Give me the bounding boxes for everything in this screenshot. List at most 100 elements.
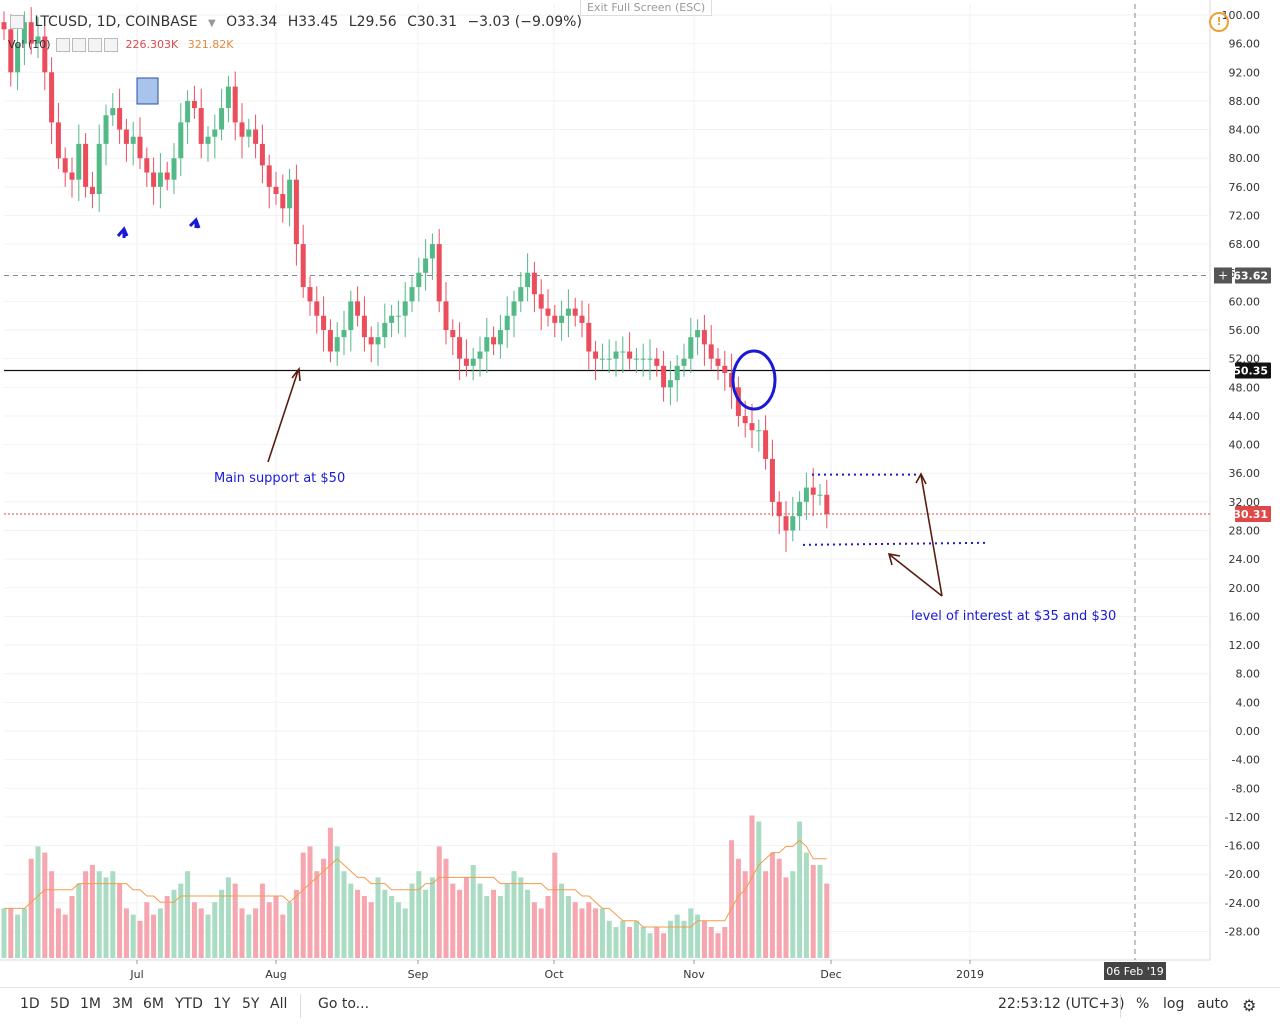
volume-bar (185, 871, 191, 958)
volume-label: Vol (10) (8, 38, 51, 51)
timeframe-5y[interactable]: 5Y (242, 996, 260, 1012)
ohlc-close: C30.31 (407, 14, 457, 30)
volume-bar (307, 846, 313, 958)
volume-bar (599, 908, 605, 958)
volume-bar (769, 852, 775, 958)
candle-body (21, 22, 27, 44)
ohlc-high: H33.45 (287, 14, 339, 30)
volume-bar (729, 840, 735, 958)
volume-bar (613, 927, 619, 958)
timeframe-1y[interactable]: 1Y (213, 996, 231, 1012)
percent-scale-button[interactable]: % (1136, 996, 1150, 1012)
y-tick-label: -20.00 (1225, 868, 1260, 881)
volume-bar (443, 858, 449, 958)
volume-bar (49, 871, 55, 958)
volume-bar (579, 908, 585, 958)
y-tick-label: 44.00 (1229, 410, 1261, 423)
volume-bar (232, 883, 238, 958)
volume-bar (504, 883, 510, 958)
settings-icon[interactable] (72, 38, 87, 52)
more-icon[interactable] (104, 38, 119, 52)
timeframe-3m[interactable]: 3M (112, 996, 133, 1012)
candle-body (824, 494, 830, 514)
y-tick-label: 4.00 (1236, 696, 1261, 709)
volume-bar (763, 871, 769, 958)
gear-icon[interactable]: ⚙ (1242, 996, 1257, 1015)
candle-body (463, 358, 469, 366)
candle-body (55, 122, 61, 159)
toolbar-divider (300, 994, 301, 1018)
timeframe-1d[interactable]: 1D (20, 996, 40, 1012)
candle-body (586, 322, 592, 352)
timeframe-ytd[interactable]: YTD (175, 996, 203, 1012)
candle-body (198, 108, 204, 144)
volume-bar (756, 821, 762, 958)
volume-bar (790, 871, 796, 958)
clock[interactable]: 22:53:12 (UTC+3) (998, 996, 1125, 1012)
y-tick-label: 72.00 (1229, 209, 1261, 222)
close-icon[interactable] (88, 38, 103, 52)
candle-body (525, 272, 531, 288)
candle-body (593, 351, 599, 359)
symbol-header: LTCUSD, 1D, COINBASE ▼ O33.34 H33.45 L29… (8, 14, 588, 30)
volume-bar (797, 821, 803, 958)
volume-bar (640, 927, 646, 958)
dropdown-icon[interactable]: ▼ (208, 18, 216, 29)
candle-body (232, 86, 238, 123)
candle-body (368, 337, 374, 345)
volume-bar (151, 914, 157, 958)
candle-body (797, 501, 803, 517)
candle-body (259, 143, 265, 166)
volume-bar (15, 914, 21, 958)
candle-body (661, 365, 667, 388)
volume-bar (266, 902, 272, 958)
candle-body (8, 29, 14, 73)
candle-body (674, 365, 680, 381)
volume-bar (688, 908, 694, 958)
volume-bar (144, 902, 150, 958)
auto-scale-button[interactable]: auto (1197, 996, 1229, 1012)
collapse-icon[interactable] (10, 15, 24, 29)
symbol-title[interactable]: LTCUSD, 1D, COINBASE (34, 14, 198, 30)
candle-body (287, 179, 293, 209)
candle-body (355, 301, 361, 316)
candle-body (225, 86, 231, 109)
candle-body (293, 179, 299, 245)
candle-body (572, 308, 578, 316)
candle-body (273, 186, 279, 194)
breakdown-circle (731, 349, 777, 411)
candle-body (96, 143, 102, 194)
volume-bar (55, 908, 61, 958)
candle-body (164, 172, 170, 180)
candle-body (756, 430, 762, 432)
candle-body (783, 516, 789, 531)
candle-body (606, 358, 612, 360)
volume-bar (538, 908, 544, 958)
candle-body (239, 122, 245, 137)
warning-icon[interactable]: ! (1209, 12, 1229, 32)
timeframe-all[interactable]: All (270, 996, 288, 1012)
candle-body (205, 136, 211, 144)
volume-bar (191, 902, 197, 958)
timeframe-6m[interactable]: 6M (143, 996, 164, 1012)
goto-button[interactable]: Go to... (318, 996, 370, 1012)
eye-icon[interactable] (56, 38, 71, 52)
candle-body (790, 516, 796, 531)
interest-arrow-up (920, 474, 943, 597)
timeframe-1m[interactable]: 1M (80, 996, 101, 1012)
volume-bar (1, 908, 7, 958)
volume-bar (239, 908, 245, 958)
y-tick-label: 20.00 (1229, 582, 1261, 595)
exit-fullscreen-button[interactable]: Exit Full Screen (ESC) (580, 0, 713, 16)
price-badge-top-bg (1235, 267, 1271, 284)
candle-body (457, 337, 463, 359)
volume-bar (402, 908, 408, 958)
volume-bar (783, 877, 789, 958)
price-badge-top: 63.62 (1233, 269, 1268, 282)
candle-body (504, 315, 510, 331)
price-badge-last: 30.31 (1233, 508, 1268, 521)
log-scale-button[interactable]: log (1163, 996, 1185, 1012)
timeframe-5d[interactable]: 5D (50, 996, 70, 1012)
y-tick-label: 48.00 (1229, 381, 1261, 394)
